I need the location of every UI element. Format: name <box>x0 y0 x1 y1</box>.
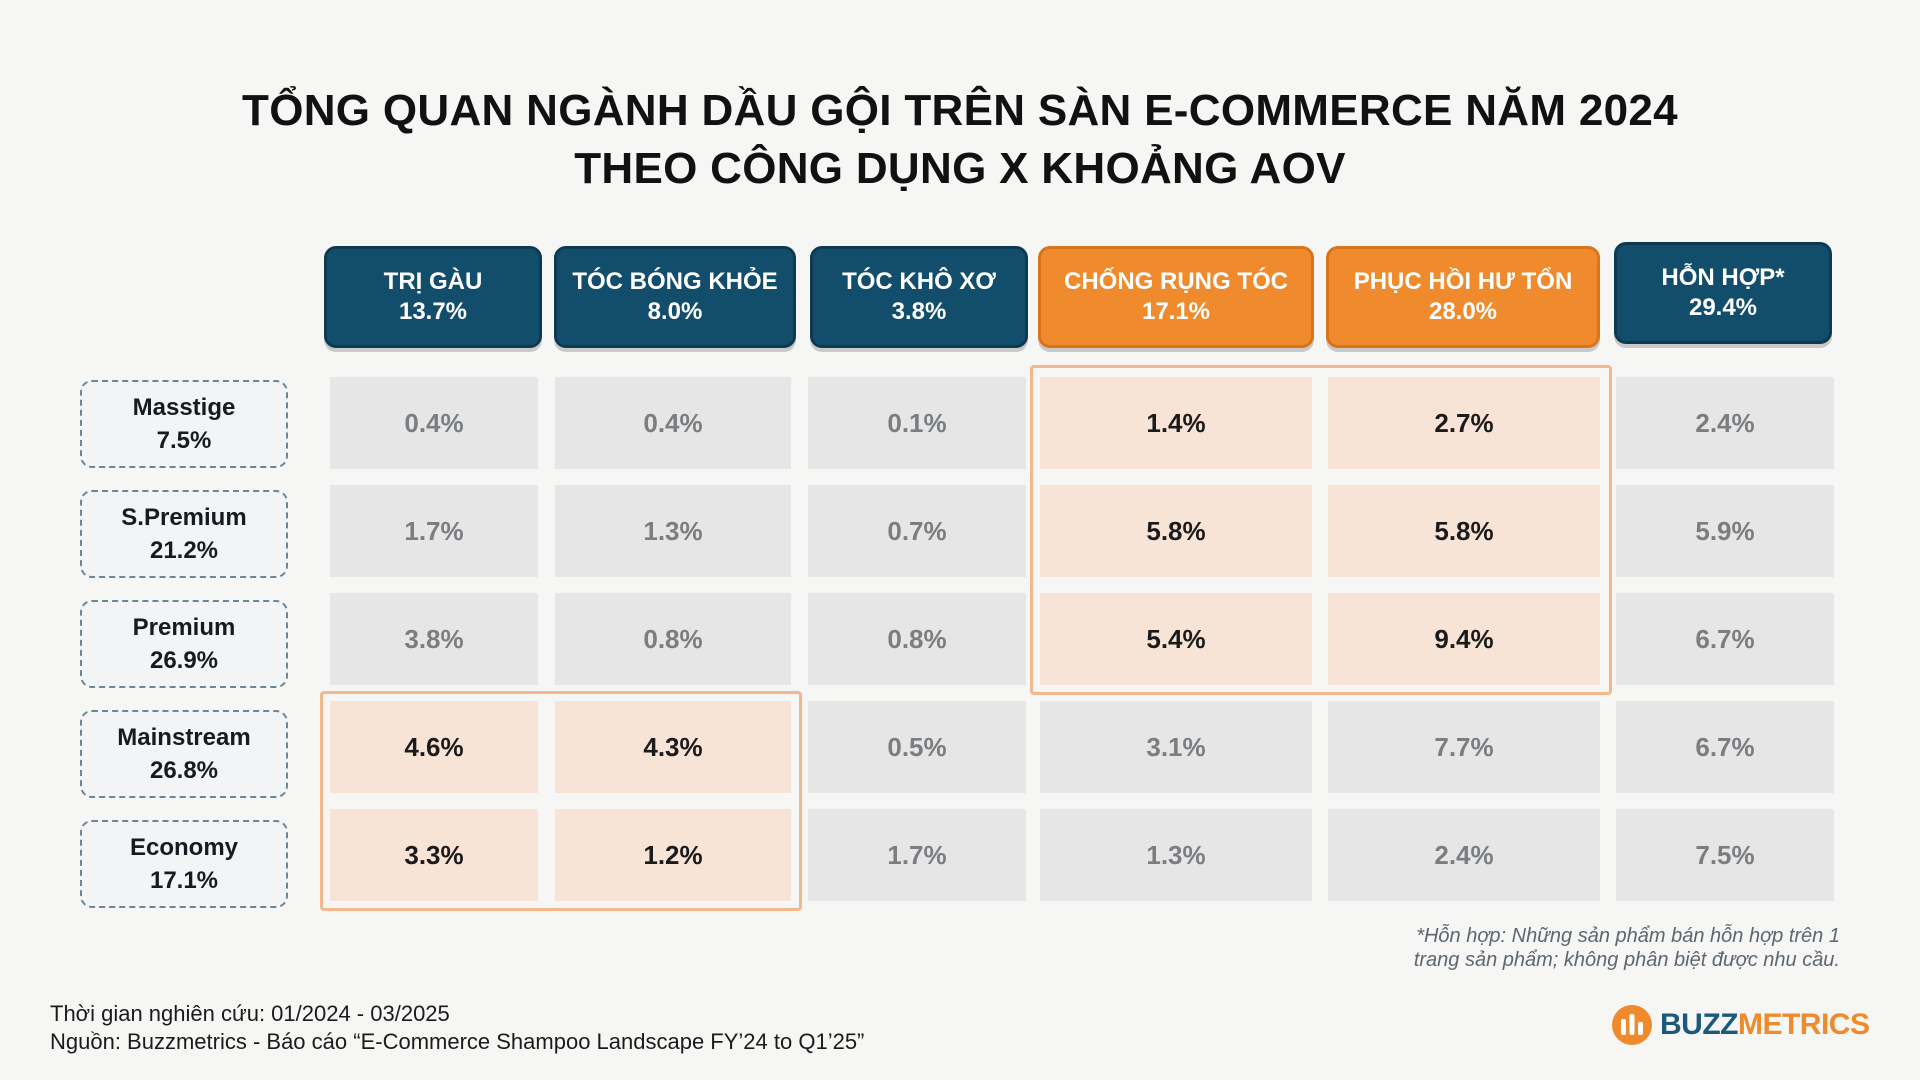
table-cell: 5.8% <box>1328 485 1600 577</box>
table-cell: 2.4% <box>1328 809 1600 901</box>
table-cell: 1.3% <box>1040 809 1312 901</box>
row-label-2: S.Premium 21.2% <box>80 490 288 578</box>
table-cell: 0.4% <box>555 377 791 469</box>
table-cell: 9.4% <box>1328 593 1600 685</box>
source-citation: Nguồn: Buzzmetrics - Báo cáo “E-Commerce… <box>50 1029 865 1054</box>
table-cell: 4.6% <box>330 701 538 793</box>
column-header-6: HỖN HỢP* 29.4% <box>1614 242 1832 344</box>
column-header-label: TÓC BÓNG KHỎE <box>572 268 778 295</box>
footnote-line-2: trang sản phẩm; không phân biệt được nhu… <box>1413 949 1840 971</box>
table-cell: 0.1% <box>808 377 1026 469</box>
column-header-share: 13.7% <box>398 298 468 325</box>
table-cell: 6.7% <box>1616 701 1834 793</box>
row-label-name: Masstige <box>132 394 236 421</box>
row-label-3: Premium 26.9% <box>80 600 288 688</box>
footnote: *Hỗn hợp: Những sản phẩm bán hỗn hợp trê… <box>1414 924 1840 972</box>
column-header-share: 17.1% <box>1141 298 1211 325</box>
column-header-share: 8.0% <box>647 298 703 325</box>
table-cell: 6.7% <box>1616 593 1834 685</box>
row-label-share: 21.2% <box>149 537 219 564</box>
table-cell: 1.2% <box>555 809 791 901</box>
row-label-1: Masstige 7.5% <box>80 380 288 468</box>
logo-text-metrics: METRICS <box>1737 1008 1870 1041</box>
table-cell: 7.7% <box>1328 701 1600 793</box>
row-label-name: Economy <box>129 834 239 861</box>
row-label-5: Economy 17.1% <box>80 820 288 908</box>
table-cell: 0.4% <box>330 377 538 469</box>
row-label-name: Premium <box>132 614 236 641</box>
column-header-share: 29.4% <box>1688 294 1758 321</box>
footnote-line-1: *Hỗn hợp: Những sản phẩm bán hỗn hợp trê… <box>1416 925 1840 947</box>
title-line-2: THEO CÔNG DỤNG X KHOẢNG AOV <box>574 144 1346 193</box>
table-cell: 3.8% <box>330 593 538 685</box>
table-cell: 7.5% <box>1616 809 1834 901</box>
table-cell: 2.7% <box>1328 377 1600 469</box>
title-line-1: TỔNG QUAN NGÀNH DẦU GỘI TRÊN SÀN E-COMME… <box>242 86 1678 135</box>
column-header-2: TÓC BÓNG KHỎE 8.0% <box>554 246 796 348</box>
table-cell: 3.1% <box>1040 701 1312 793</box>
logo-text-buzz: BUZZ <box>1660 1008 1738 1041</box>
table-cell: 5.8% <box>1040 485 1312 577</box>
table-cell: 0.8% <box>555 593 791 685</box>
column-header-label: TRỊ GÀU <box>383 268 483 295</box>
table-cell: 1.3% <box>555 485 791 577</box>
table-cell: 4.3% <box>555 701 791 793</box>
column-header-share: 3.8% <box>891 298 947 325</box>
logo-text: BUZZMETRICS <box>1660 1008 1870 1042</box>
column-header-label: TÓC KHÔ XƠ <box>842 268 996 295</box>
column-header-1: TRỊ GÀU 13.7% <box>324 246 542 348</box>
table-cell: 0.7% <box>808 485 1026 577</box>
table-cell: 0.5% <box>808 701 1026 793</box>
column-header-share: 28.0% <box>1428 298 1498 325</box>
row-label-share: 7.5% <box>156 427 212 454</box>
table-cell: 2.4% <box>1616 377 1834 469</box>
row-label-name: S.Premium <box>121 504 247 531</box>
row-label-share: 17.1% <box>149 867 219 894</box>
row-label-4: Mainstream 26.8% <box>80 710 288 798</box>
table-cell: 5.4% <box>1040 593 1312 685</box>
table-cell: 1.7% <box>808 809 1026 901</box>
research-period: Thời gian nghiên cứu: 01/2024 - 03/2025 <box>50 1001 450 1026</box>
column-header-label: HỖN HỢP* <box>1661 264 1785 291</box>
row-label-share: 26.8% <box>149 757 219 784</box>
page-title: TỔNG QUAN NGÀNH DẦU GỘI TRÊN SÀN E-COMME… <box>0 82 1920 198</box>
column-header-3: TÓC KHÔ XƠ 3.8% <box>810 246 1028 348</box>
column-header-label: CHỐNG RỤNG TÓC <box>1064 268 1288 295</box>
row-label-name: Mainstream <box>117 724 251 751</box>
column-header-label: PHỤC HỒI HƯ TỔN <box>1353 268 1573 295</box>
table-cell: 1.4% <box>1040 377 1312 469</box>
column-header-5: PHỤC HỒI HƯ TỔN 28.0% <box>1326 246 1600 348</box>
table-cell: 5.9% <box>1616 485 1834 577</box>
table-cell: 1.7% <box>330 485 538 577</box>
buzzmetrics-logo-icon <box>1612 1005 1652 1045</box>
source-block: Thời gian nghiên cứu: 01/2024 - 03/2025 … <box>50 1000 864 1056</box>
table-cell: 3.3% <box>330 809 538 901</box>
column-header-4: CHỐNG RỤNG TÓC 17.1% <box>1038 246 1314 348</box>
table-cell: 0.8% <box>808 593 1026 685</box>
buzzmetrics-logo: BUZZMETRICS <box>1610 1003 1870 1047</box>
row-label-share: 26.9% <box>149 647 219 674</box>
